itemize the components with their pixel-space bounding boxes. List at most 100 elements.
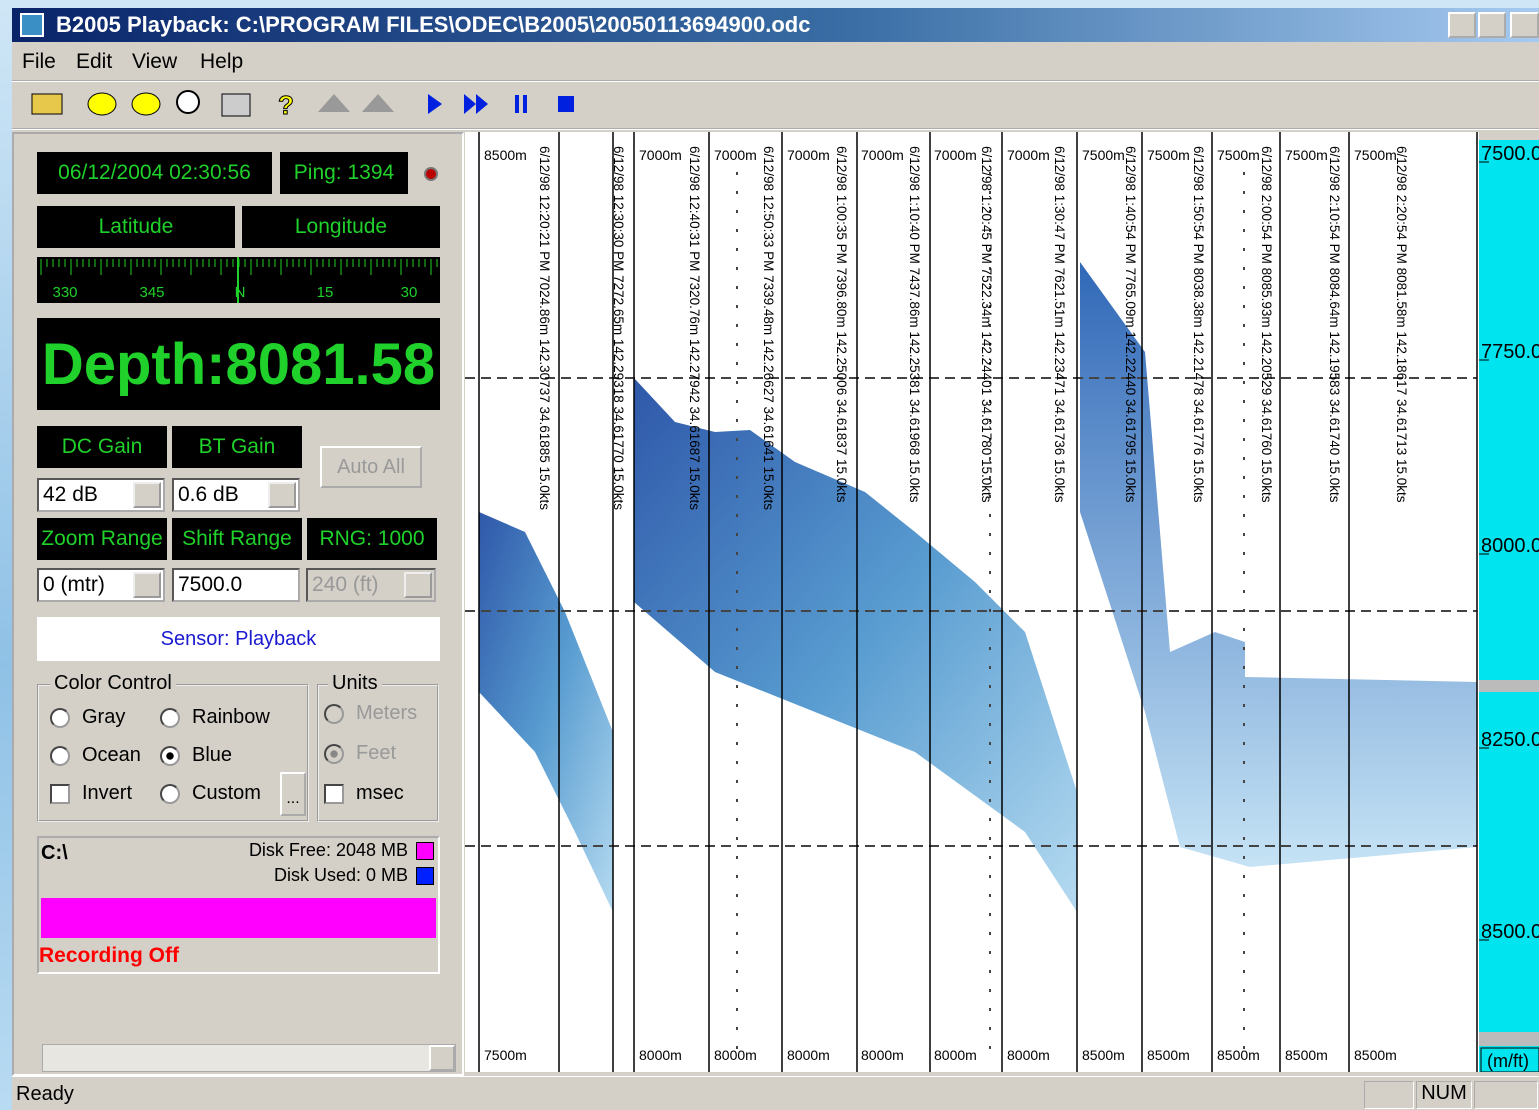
strip-top-label: 7000m: [714, 147, 757, 163]
bt-gain-select[interactable]: 0.6 dB: [172, 478, 300, 512]
auto-all-button[interactable]: Auto All: [320, 446, 422, 488]
dc-gain-value: 42 dB: [43, 483, 98, 506]
strip-top-label: 7000m: [787, 147, 830, 163]
units-group: [317, 684, 439, 822]
disk-free: Disk Free: 2048 MB: [248, 840, 408, 860]
dc-gain-label: DC Gain: [37, 426, 167, 468]
scale-marker: [1479, 680, 1539, 692]
strip-annotation: 6/12/98 12:50:33 PM 7339.48m 142.26627 3…: [761, 146, 776, 510]
status-text: Ready: [16, 1083, 74, 1105]
radio-button[interactable]: [50, 746, 70, 766]
tool-icon[interactable]: [87, 92, 117, 116]
strip-top-label: 8500m: [484, 147, 527, 163]
shift-input[interactable]: 7500.0: [172, 568, 300, 602]
drive-label: C:\: [41, 842, 68, 864]
seafloor-echo: [479, 512, 613, 912]
strip-bottom-label: 7500m: [484, 1047, 527, 1063]
custom-button[interactable]: ...: [280, 772, 306, 816]
strip-annotation: 6/12/98 1:00:35 PM 7396.80m 142.25006 34…: [834, 146, 849, 503]
window: B2005 Playback: C:\PROGRAM FILES\ODEC\B2…: [12, 8, 1539, 1110]
open-icon[interactable]: [31, 93, 63, 115]
strip-bottom-label: 8500m: [1285, 1047, 1328, 1063]
strip-annotation: 6/12/98 12:20:21 PM 7024.86m 142.30737 3…: [537, 146, 552, 510]
radio-button[interactable]: [160, 708, 180, 728]
radio-label[interactable]: Meters: [356, 702, 418, 724]
stop-button[interactable]: [558, 96, 574, 112]
strip-bottom-label: 8500m: [1147, 1047, 1190, 1063]
compass-label: 30: [401, 284, 418, 301]
menu-item[interactable]: File: [22, 50, 56, 73]
echogram: 8500m 7000m 7000m 7000m 7000m 7000m 7000m 7500m…: [465, 132, 1539, 1072]
dc-gain-select[interactable]: 42 dB: [37, 478, 165, 512]
help-icon[interactable]: ?: [278, 90, 295, 121]
zoom-icon[interactable]: [176, 90, 200, 114]
strip-bottom-label: 8500m: [1082, 1047, 1125, 1063]
group-title: Units: [328, 672, 382, 695]
disk-usage-bar: [41, 898, 436, 938]
datetime-display: 06/12/2004 02:30:56: [37, 152, 272, 194]
dropdown-arrow[interactable]: [133, 482, 161, 508]
strip-annotation: 6/12/98 1:20:45 PM 7522.34m 142.24401 34…: [979, 146, 994, 503]
zoom-value: 0 (mtr): [43, 573, 105, 596]
strip-annotation: 6/12/98 12:30:30 PM 7272.65m 142.29318 3…: [611, 146, 626, 510]
menu-item[interactable]: Edit: [76, 50, 113, 73]
bt-gain-label: BT Gain: [172, 426, 302, 468]
radio-button[interactable]: [324, 744, 344, 764]
checkbox-label[interactable]: msec: [356, 782, 404, 804]
longitude-display: Longitude: [242, 206, 440, 248]
scroll-right-button[interactable]: [429, 1045, 455, 1071]
fast-forward-button[interactable]: [464, 94, 488, 114]
restore-button[interactable]: [1478, 12, 1506, 38]
pause-button[interactable]: [515, 95, 527, 113]
strip-annotation: 6/12/98 1:50:54 PM 8038.38m 142.21478 34…: [1191, 146, 1206, 503]
strip-top-label: 7000m: [861, 147, 904, 163]
scale-marker: [1479, 1032, 1539, 1046]
menu-item[interactable]: Help: [200, 50, 244, 73]
strip-bottom-label: 8000m: [1007, 1047, 1050, 1063]
title-bar: B2005 Playback: C:\PROGRAM FILES\ODEC\B2…: [12, 8, 1539, 42]
unit-button[interactable]: [1480, 1047, 1539, 1072]
tool-icon[interactable]: [131, 92, 161, 116]
toolbar: ?: [12, 80, 1539, 130]
strip-bottom-label: 8500m: [1217, 1047, 1260, 1063]
ping-display: Ping: 1394: [280, 152, 408, 194]
shift-value: 7500.0: [178, 573, 243, 596]
radio-label[interactable]: Gray: [82, 706, 126, 728]
minimize-button[interactable]: [1448, 12, 1476, 38]
radio-label[interactable]: Custom: [192, 782, 261, 804]
checkbox-label[interactable]: Invert: [82, 782, 133, 804]
horizontal-scrollbar[interactable]: [42, 1044, 456, 1072]
radio-button[interactable]: [50, 708, 70, 728]
play-button[interactable]: [428, 94, 442, 114]
radio-button[interactable]: [324, 704, 344, 724]
seafloor-echo: [634, 378, 1077, 912]
dropdown-arrow[interactable]: [404, 572, 432, 598]
strip-annotation: 6/12/98 1:10:40 PM 7437.86m 142.25381 34…: [907, 146, 922, 503]
dropdown-arrow[interactable]: [133, 572, 161, 598]
radio-button[interactable]: [160, 784, 180, 804]
disabled-icon: [362, 94, 394, 112]
strip-annotation: 6/12/98 2:10:54 PM 8084.64m 142.19583 34…: [1327, 146, 1342, 503]
checkbox[interactable]: [324, 784, 344, 804]
rng-value: 240 (ft): [312, 573, 379, 596]
radio-label[interactable]: Blue: [192, 744, 233, 766]
compass-label: 330: [52, 284, 77, 301]
checkbox[interactable]: [50, 784, 70, 804]
menu-item[interactable]: View: [132, 50, 178, 73]
print-icon[interactable]: [221, 93, 251, 117]
latitude-display: Latitude: [37, 206, 235, 248]
strip-bottom-label: 8000m: [787, 1047, 830, 1063]
radio-label[interactable]: Feet: [356, 742, 397, 764]
rng-select[interactable]: 240 (ft): [306, 568, 436, 602]
radio-label[interactable]: Ocean: [82, 744, 141, 766]
strip-top-label: 7500m: [1147, 147, 1190, 163]
zoom-select[interactable]: 0 (mtr): [37, 568, 165, 602]
radio-label[interactable]: Rainbow: [192, 706, 270, 728]
close-button[interactable]: [1510, 12, 1539, 38]
compass-label: 15: [317, 284, 334, 301]
radio-button[interactable]: [160, 746, 180, 766]
seafloor-echo: [1080, 262, 1477, 867]
depth-display: Depth:8081.58: [37, 318, 440, 410]
dropdown-arrow[interactable]: [268, 482, 296, 508]
